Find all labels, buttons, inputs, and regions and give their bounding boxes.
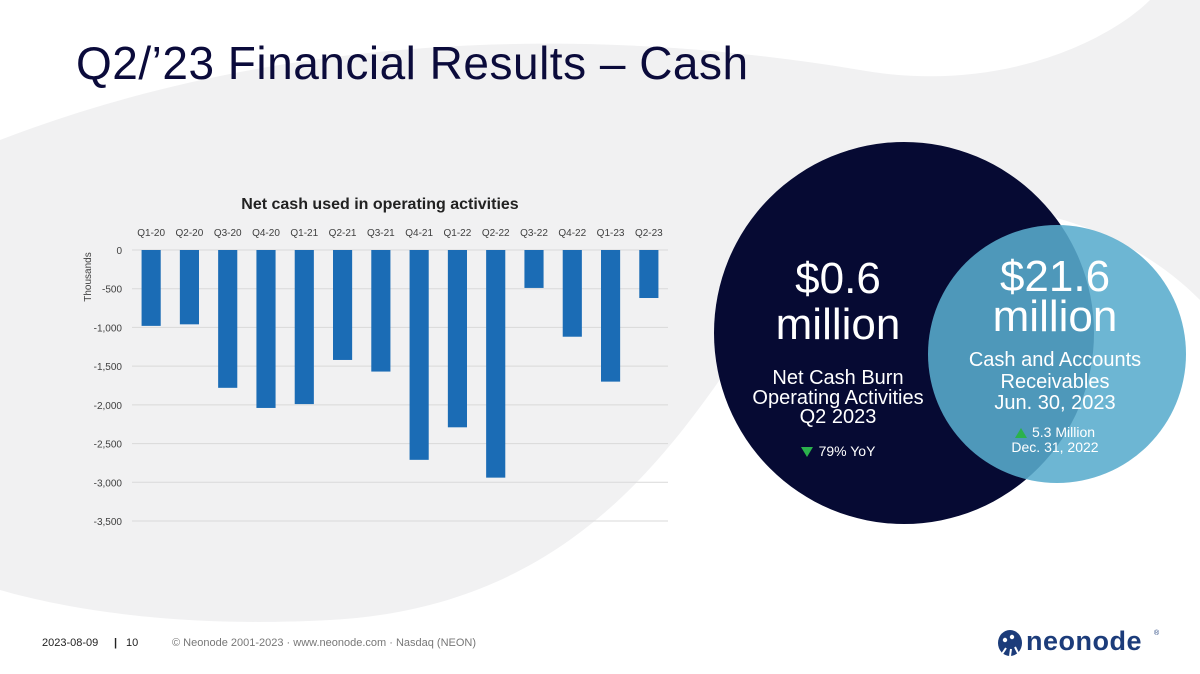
footer-page-number: 10 — [126, 637, 139, 649]
chart-title: Net cash used in operating activities — [241, 196, 519, 213]
kpi-circle-cash-receivables — [928, 225, 1186, 483]
y-tick-label: -1,000 — [94, 323, 123, 334]
x-tick-label: Q1-20 — [137, 228, 165, 239]
x-tick-label: Q4-20 — [252, 228, 280, 239]
triangle-down-icon — [800, 447, 813, 458]
cash-burn-label-1: Net Cash Burn — [772, 367, 904, 389]
x-tick-label: Q4-22 — [558, 228, 586, 239]
y-tick-label: -2,500 — [94, 440, 123, 451]
bar — [333, 250, 353, 360]
logo-registered-mark: ® — [1154, 630, 1160, 637]
chart-plot: 0 -500 -1,000 -1,500 -2,000 -2,500 -3,000 -3,50… — [83, 228, 668, 528]
bar — [294, 250, 314, 405]
x-tick-label: Q2-21 — [329, 228, 357, 239]
x-tick-label: Q3-22 — [520, 228, 548, 239]
x-tick-label: Q1-22 — [444, 228, 472, 239]
bar — [218, 250, 238, 388]
cash-value: $21.6 — [999, 252, 1111, 301]
triangle-up-icon — [1014, 428, 1027, 439]
bar — [447, 250, 467, 428]
cash-label-2: Receivables — [1000, 371, 1110, 393]
bar — [256, 250, 276, 408]
y-tick-label: -3,000 — [94, 478, 123, 489]
cash-burn-label-2: Operating Activities — [752, 387, 924, 409]
footer-separator: | — [114, 637, 118, 649]
bar — [141, 250, 161, 326]
neonode-logo: neonode ® — [996, 626, 1166, 660]
bar — [179, 250, 199, 325]
y-tick-label: -1,500 — [94, 362, 123, 373]
slide-title: Q2/’23 Financial Results – Cash — [76, 37, 749, 89]
bar — [639, 250, 659, 299]
neonode-logo-icon — [998, 630, 1022, 657]
y-axis-label: Thousands — [83, 252, 94, 301]
x-tick-label: Q2-22 — [482, 228, 510, 239]
cash-delta-note: Dec. 31, 2022 — [1011, 439, 1099, 455]
bar-chart: Net cash used in operating activities 0 -… — [70, 188, 690, 548]
cash-burn-unit: million — [775, 300, 901, 349]
cash-delta-text: 5.3 Million — [1031, 424, 1096, 440]
x-tick-label: Q2-23 — [635, 228, 663, 239]
x-tick-label: Q3-20 — [214, 228, 242, 239]
bar — [371, 250, 391, 372]
x-tick-label: Q3-21 — [367, 228, 395, 239]
bar — [486, 250, 506, 478]
x-tick-label: Q1-21 — [290, 228, 318, 239]
cash-label-3: Jun. 30, 2023 — [994, 392, 1116, 414]
y-tick-label: -500 — [102, 285, 122, 296]
bar — [601, 250, 621, 382]
bar — [524, 250, 544, 288]
x-tick-label: Q2-20 — [176, 228, 204, 239]
cash-delta: 5.3 Million — [955, 425, 1155, 440]
bar — [409, 250, 429, 460]
cash-label-1: Cash and Accounts — [968, 349, 1142, 371]
cash-unit: million — [992, 292, 1118, 341]
x-tick-label: Q4-21 — [405, 228, 433, 239]
bar — [562, 250, 582, 337]
cash-burn-value: $0.6 — [795, 254, 881, 303]
x-tick-label: Q1-23 — [597, 228, 625, 239]
footer-copyright: © Neonode 2001-2023 · www.neonode.com · … — [172, 637, 477, 649]
logo-text: neonode — [1026, 626, 1142, 656]
cash-burn-delta: 79% YoY — [738, 444, 938, 459]
y-tick-label: -3,500 — [94, 517, 123, 528]
cash-burn-delta-text: 79% YoY — [818, 443, 876, 459]
y-tick-label: -2,000 — [94, 401, 123, 412]
y-tick-label: 0 — [116, 246, 122, 257]
footer-date: 2023-08-09 — [42, 637, 99, 649]
cash-burn-label-3: Q2 2023 — [799, 406, 877, 428]
